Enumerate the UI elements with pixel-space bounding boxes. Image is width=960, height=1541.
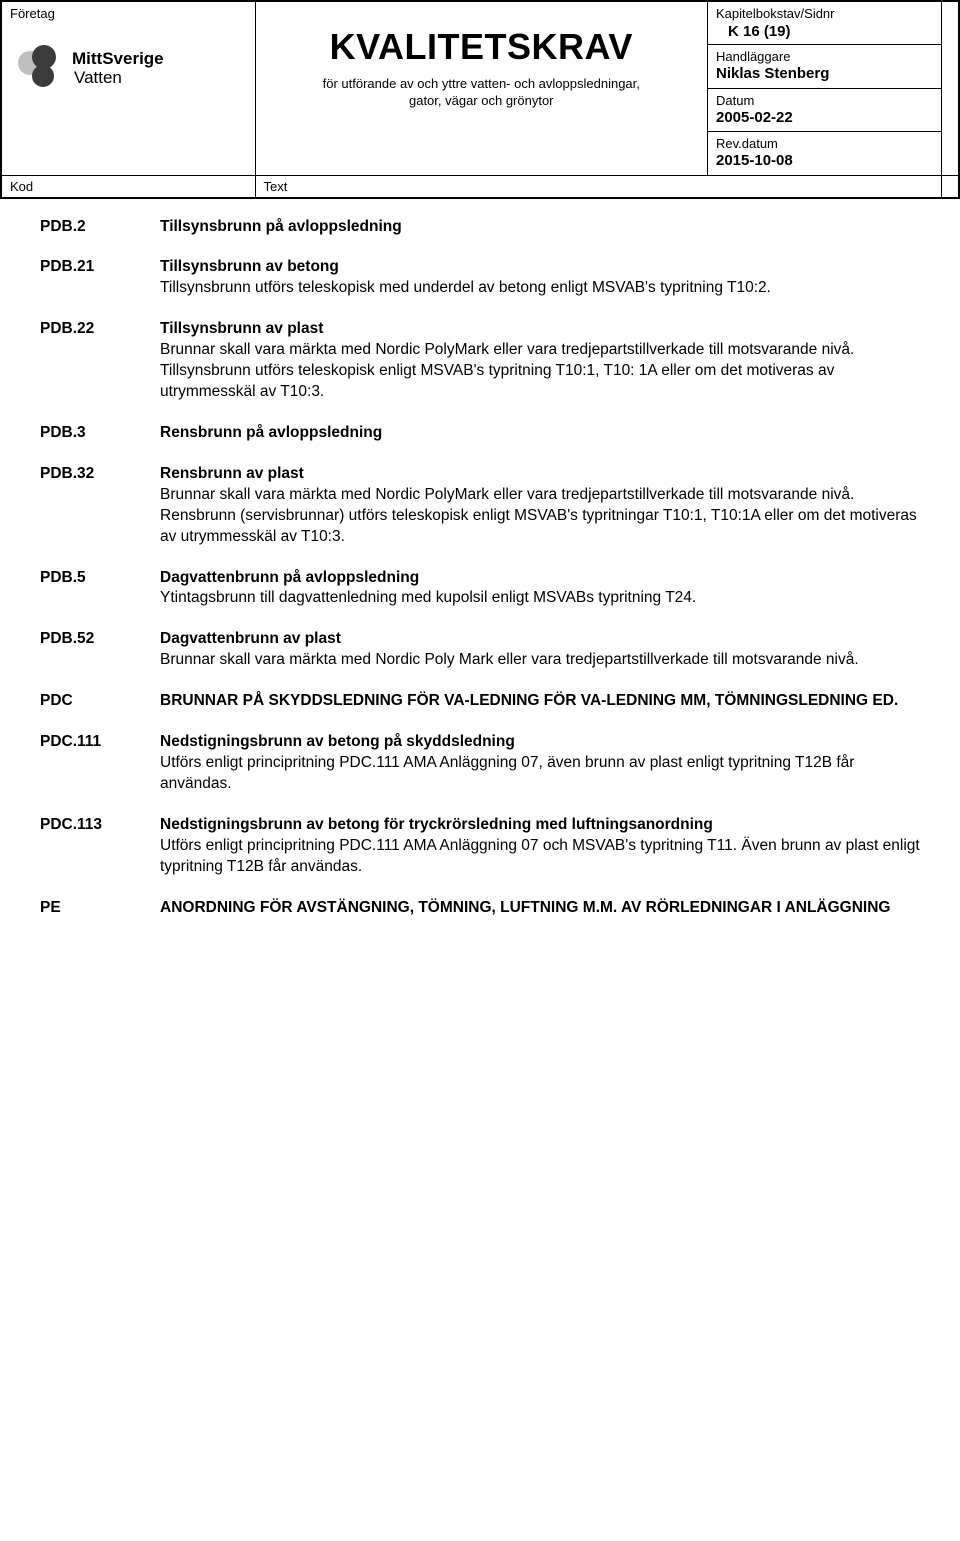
entry-row: PDB.52 Dagvattenbrunn av plast Brunnar s… — [40, 629, 920, 671]
company-cell: Företag MittSverige Vatten — [1, 1, 255, 175]
document-title: KVALITETSKRAV — [264, 26, 699, 68]
logo-icon — [18, 45, 66, 93]
document-header-table: Företag MittSverige Vatten KVALITETSKRAV… — [0, 0, 960, 199]
title-cell: KVALITETSKRAV för utförande av och yttre… — [255, 1, 707, 175]
date-label: Datum — [716, 93, 933, 108]
entry-desc: Brunnar skall vara märkta med Nordic Pol… — [160, 651, 859, 668]
entry-row: PDB.32 Rensbrunn av plast Brunnar skall … — [40, 464, 920, 548]
logo-text: MittSverige Vatten — [72, 50, 164, 87]
entry-row: PDC BRUNNAR PÅ SKYDDSLEDNING FÖR VA-LEDN… — [40, 691, 920, 712]
entry-heading: Tillsynsbrunn av betong — [160, 258, 339, 275]
entry-row: PE ANORDNING FÖR AVSTÄNGNING, TÖMNING, L… — [40, 898, 920, 919]
entry-code: PDB.3 — [40, 423, 160, 444]
entry-row: PDC.111 Nedstigningsbrunn av betong på s… — [40, 732, 920, 795]
entry-row: PDB.5 Dagvattenbrunn på avloppsledning Y… — [40, 568, 920, 610]
chapter-label: Kapitelbokstav/Sidnr — [716, 6, 933, 21]
entry-desc: Ytintagsbrunn till dagvattenledning med … — [160, 589, 696, 606]
entry-heading: Nedstigningsbrunn av betong på skyddsled… — [160, 733, 515, 750]
document-subtitle: för utförande av och yttre vatten- och a… — [264, 76, 699, 110]
entry-code: PDB.5 — [40, 568, 160, 610]
tiny-empty-cell — [941, 175, 959, 198]
entry-desc: Utförs enligt principritning PDC.111 AMA… — [160, 837, 920, 875]
chapter-value: K 16 (19) — [716, 23, 933, 40]
entry-code: PDC — [40, 691, 160, 712]
revdate-cell: Rev.datum 2015-10-08 — [707, 132, 941, 176]
handler-cell: Handläggare Niklas Stenberg — [707, 45, 941, 89]
entry-code: PDB.22 — [40, 319, 160, 403]
entry-heading: Dagvattenbrunn av plast — [160, 630, 341, 647]
entry-code: PDC.113 — [40, 815, 160, 878]
entry-body: Nedstigningsbrunn av betong för tryckrör… — [160, 815, 920, 878]
date-value: 2005-02-22 — [716, 108, 933, 128]
entry-heading: ANORDNING FÖR AVSTÄNGNING, TÖMNING, LUFT… — [160, 898, 920, 919]
entry-body: Tillsynsbrunn av betong Tillsynsbrunn ut… — [160, 257, 920, 299]
entry-body: BRUNNAR PÅ SKYDDSLEDNING FÖR VA-LEDNING … — [160, 691, 920, 712]
entry-row: PDB.22 Tillsynsbrunn av plast Brunnar sk… — [40, 319, 920, 403]
entry-heading: Rensbrunn av plast — [160, 465, 304, 482]
entry-desc: Tillsynsbrunn utförs teleskopisk med und… — [160, 279, 771, 296]
entry-heading: Tillsynsbrunn av plast — [160, 320, 323, 337]
entry-body: Rensbrunn på avloppsledning — [160, 423, 920, 444]
entry-body: Rensbrunn av plast Brunnar skall vara mä… — [160, 464, 920, 548]
entry-code: PDB.32 — [40, 464, 160, 548]
handler-name: Niklas Stenberg — [716, 64, 933, 84]
logo-line1: MittSverige — [72, 50, 164, 69]
entry-body: Nedstigningsbrunn av betong på skyddsled… — [160, 732, 920, 795]
date-cell: Datum 2005-02-22 — [707, 88, 941, 132]
entry-body: Dagvattenbrunn av plast Brunnar skall va… — [160, 629, 920, 671]
entry-heading: Rensbrunn på avloppsledning — [160, 423, 920, 444]
company-logo: MittSverige Vatten — [18, 45, 247, 93]
entry-body: Dagvattenbrunn på avloppsledning Ytintag… — [160, 568, 920, 610]
logo-line2: Vatten — [72, 69, 164, 88]
entry-body: ANORDNING FÖR AVSTÄNGNING, TÖMNING, LUFT… — [160, 898, 920, 919]
entry-desc: Brunnar skall vara märkta med Nordic Pol… — [160, 341, 854, 400]
kod-text-row: Kod Text — [1, 175, 959, 198]
entry-row: PDC.113 Nedstigningsbrunn av betong för … — [40, 815, 920, 878]
entry-desc: Utförs enligt principritning PDC.111 AMA… — [160, 754, 854, 792]
kod-label: Kod — [1, 175, 255, 198]
entry-code: PDB.2 — [40, 217, 160, 238]
entry-heading: BRUNNAR PÅ SKYDDSLEDNING FÖR VA-LEDNING … — [160, 691, 920, 712]
handler-label: Handläggare — [716, 49, 933, 64]
entry-code: PDC.111 — [40, 732, 160, 795]
text-label: Text — [255, 175, 941, 198]
entry-heading: Dagvattenbrunn på avloppsledning — [160, 569, 419, 586]
entry-heading: Tillsynsbrunn på avloppsledning — [160, 217, 920, 238]
entry-code: PDB.52 — [40, 629, 160, 671]
entry-body: Tillsynsbrunn på avloppsledning — [160, 217, 920, 238]
entry-code: PDB.21 — [40, 257, 160, 299]
entry-body: Tillsynsbrunn av plast Brunnar skall var… — [160, 319, 920, 403]
revdate-value: 2015-10-08 — [716, 151, 933, 171]
revdate-label: Rev.datum — [716, 136, 933, 151]
entry-row: PDB.2 Tillsynsbrunn på avloppsledning — [40, 217, 920, 238]
entry-row: PDB.3 Rensbrunn på avloppsledning — [40, 423, 920, 444]
entry-row: PDB.21 Tillsynsbrunn av betong Tillsynsb… — [40, 257, 920, 299]
chapter-cell: Kapitelbokstav/Sidnr K 16 (19) — [707, 1, 941, 45]
entry-heading: Nedstigningsbrunn av betong för tryckrör… — [160, 816, 713, 833]
company-label: Företag — [10, 6, 247, 21]
entry-desc: Brunnar skall vara märkta med Nordic Pol… — [160, 486, 917, 545]
entry-code: PE — [40, 898, 160, 919]
document-body: PDB.2 Tillsynsbrunn på avloppsledning PD… — [0, 199, 960, 969]
